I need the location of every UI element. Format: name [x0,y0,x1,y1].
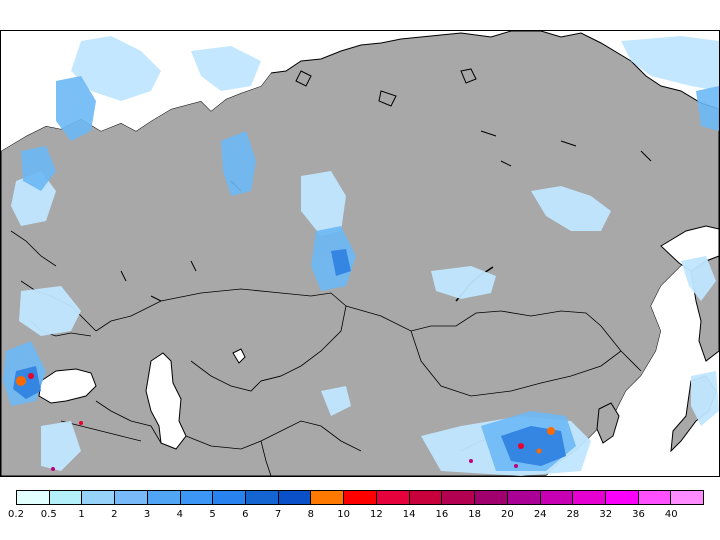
map-panel [0,30,720,477]
legend-swatch [278,491,312,504]
legend-swatch [475,491,508,504]
legend-swatch [638,491,672,504]
precip-heavy [16,373,555,471]
legend-swatch [49,491,83,504]
legend-swatch [540,491,574,504]
legend-value-label: 36 [632,509,645,520]
legend-colorbar [16,490,704,505]
legend-value-label: 5 [209,509,216,520]
legend-value-label: 3 [143,509,151,520]
legend-swatch [442,491,476,504]
legend-swatch [573,491,606,504]
legend-value-label: 1 [78,509,85,520]
legend-swatch [82,491,116,504]
legend-value-label: 24 [533,509,547,520]
legend-value-label: 14 [402,509,416,520]
legend-swatch [115,491,148,504]
map-canvas [1,31,719,476]
legend-value-label: 28 [566,509,580,520]
legend-labels: 0.2 0.5 1 2 3 4 5 6 7 8 10 12 14 16 18 20 24 28 32 36 40 [0,508,720,524]
legend-value-label: 32 [599,509,613,520]
legend-value-label: 20 [501,509,514,520]
legend-swatch [507,491,541,504]
legend-value-label: 12 [370,509,383,520]
legend-value-label: 16 [435,509,449,520]
legend-swatch [246,491,279,504]
legend-value-label: 6 [242,509,249,520]
legend-value-label: 8 [307,509,315,520]
legend-value-label: 4 [176,509,183,520]
pacific-white-area [546,231,719,476]
legend-swatch [376,491,410,504]
legend-value-label: 0.5 [40,509,57,520]
precip-dark [13,249,566,466]
legend-swatch [17,491,50,504]
legend-swatch [409,491,443,504]
legend-value-label: 40 [664,509,678,520]
legend-swatch [605,491,639,504]
black-sea [38,368,97,404]
legend-swatch [344,491,377,504]
legend-swatch [213,491,247,504]
legend-value-label: 0.2 [8,509,24,520]
legend-swatch [671,491,704,504]
korea-peninsula [596,402,620,444]
legend-swatch [147,491,181,504]
legend-value-label: 2 [111,509,118,520]
legend-value-label: 18 [468,509,482,520]
legend-swatch [180,491,214,504]
aral-sea [232,348,246,364]
legend-value-label: 7 [274,509,282,520]
legend-value-label: 10 [337,509,350,520]
legend-swatch [311,491,345,504]
